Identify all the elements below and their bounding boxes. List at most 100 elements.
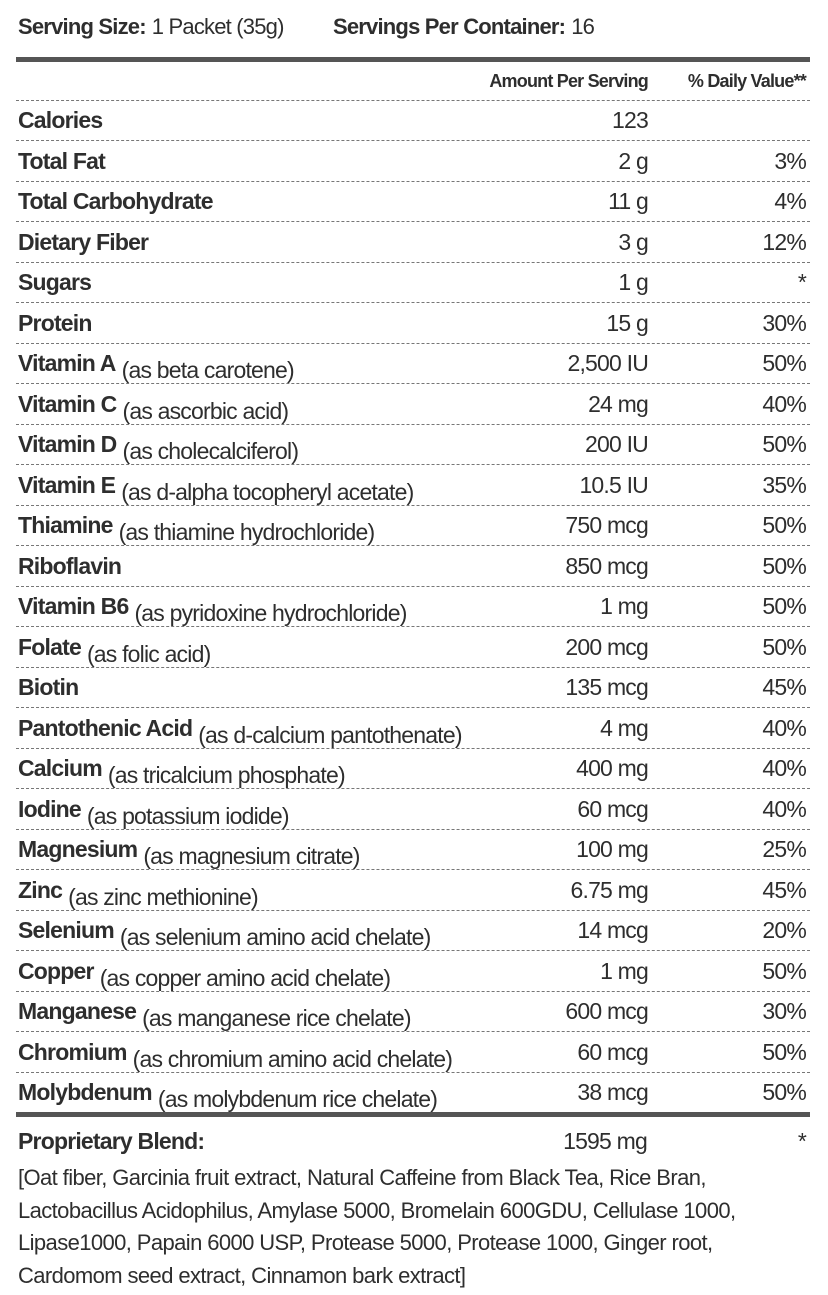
nutrient-cell: Vitamin B6 (as pyridoxine hydrochloride)	[18, 593, 407, 626]
nutrient-row: Magnesium (as magnesium citrate) 100 mg 25%	[16, 829, 810, 870]
amount: 850 mcg	[565, 552, 648, 579]
nutrient-name: Calories	[18, 107, 103, 133]
nutrient-cell: Selenium (as selenium amino acid chelate)	[18, 917, 431, 950]
nutrient-name: Biotin	[18, 674, 79, 700]
daily-value: 50%	[762, 552, 806, 579]
daily-value: 50%	[762, 1038, 806, 1065]
amount: 10.5 IU	[579, 471, 648, 498]
amount: 6.75 mg	[570, 876, 648, 903]
nutrient-name: Zinc	[18, 876, 63, 903]
servings: 16	[571, 14, 595, 39]
amount: 38 mcg	[577, 1079, 648, 1105]
amount: 60 mcg	[577, 795, 648, 822]
nutrient-cell: Protein	[18, 310, 92, 337]
daily-value: 35%	[762, 471, 806, 498]
nutrient-name: Manganese	[18, 998, 137, 1024]
nutrient-source: (as cholecalciferol)	[122, 438, 299, 464]
amount: 4 mg	[600, 714, 649, 741]
amount: 200 mcg	[565, 633, 648, 660]
amount-header: Amount Per Serving	[489, 71, 648, 91]
nutrient-source: (as beta carotene)	[121, 357, 295, 383]
nutrient-row: Biotin 135 mcg 45%	[16, 667, 810, 708]
nutrient-name: Folate	[18, 633, 82, 660]
daily-value: 50%	[762, 633, 806, 660]
amount: 3 g	[618, 228, 648, 255]
amount: 1 mg	[600, 593, 649, 619]
nutrient-name: Riboflavin	[18, 552, 122, 579]
nutrient-name: Total Carbohydrate	[18, 188, 214, 214]
daily-value: 30%	[762, 998, 806, 1024]
nutrient-name: Pantothenic Acid	[18, 714, 193, 741]
daily-value: 20%	[762, 917, 806, 943]
nutrient-name: Total Fat	[18, 147, 106, 174]
nutrient-row: Vitamin D (as cholecalciferol) 200 IU 50%	[16, 424, 810, 465]
nutrient-source: (as thiamine hydrochloride)	[118, 519, 376, 545]
amount: 600 mcg	[565, 998, 648, 1024]
nutrient-cell: Total Carbohydrate	[18, 188, 214, 215]
nutrient-source: (as pyridoxine hydrochloride)	[134, 600, 407, 626]
nutrient-row: Chromium (as chromium amino acid chelate)…	[16, 1032, 810, 1073]
nutrient-row: Selenium (as selenium amino acid chelate)…	[16, 910, 810, 951]
daily-value: 40%	[762, 390, 806, 417]
nutrient-source: (as selenium amino acid chelate)	[119, 924, 431, 950]
nutrient-cell: Riboflavin	[18, 552, 122, 580]
daily-value: 50%	[762, 1079, 806, 1105]
daily-value: 3%	[774, 147, 806, 174]
amount: 400 mg	[576, 755, 649, 781]
nutrient-cell: Sugars	[18, 269, 92, 296]
nutrient-name: Thiamine	[18, 512, 113, 538]
nutrient-row: Dietary Fiber 3 g 12%	[16, 222, 810, 263]
nutrient-source: (as folic acid)	[86, 640, 211, 667]
nutrient-name: Vitamin D	[18, 431, 117, 457]
amount: 11 g	[608, 188, 649, 214]
blend-dv: *	[797, 1128, 807, 1154]
serving-size: 1 Packet (35g)	[151, 14, 285, 39]
serving-info: Serving Size: 1 Packet (35g) Servings Per…	[18, 14, 595, 40]
daily-value: 30%	[762, 309, 806, 336]
nutrient-name: Selenium	[18, 917, 115, 943]
nutrient-name: Magnesium	[18, 836, 138, 862]
amount: 135 mcg	[565, 674, 648, 700]
nutrient-cell: Dietary Fiber	[18, 229, 149, 256]
amount: 200 IU	[585, 431, 649, 457]
nutrient-row: Folate (as folic acid) 200 mcg 50%	[16, 627, 810, 668]
nutrient-row: Riboflavin 850 mcg 50%	[16, 546, 810, 587]
nutrient-name: Protein	[18, 309, 92, 336]
nutrient-row: Sugars 1 g *	[16, 262, 810, 303]
daily-value: 50%	[762, 957, 806, 984]
nutrient-source: (as ascorbic acid)	[122, 397, 289, 424]
nutrient-name: Calcium	[18, 755, 103, 781]
nutrient-cell: Vitamin E (as d-alpha tocopheryl acetate)	[18, 472, 414, 505]
nutrient-source: (as tricalcium phosphate)	[107, 762, 346, 788]
nutrient-cell: Molybdenum (as molybdenum rice chelate)	[18, 1079, 438, 1112]
nutrient-row: Iodine (as potassium iodide) 60 mcg 40%	[16, 789, 810, 830]
blend-row: Proprietary Blend: 1595 mg *	[18, 1128, 808, 1155]
daily-value: 12%	[762, 228, 806, 255]
amount: 60 mcg	[577, 1038, 648, 1065]
nutrient-cell: Total Fat	[18, 147, 106, 175]
amount: 100 mg	[576, 836, 649, 862]
blend-ingredients: [Oat fiber, Garcinia fruit extract, Natu…	[18, 1165, 736, 1288]
nutrient-cell: Copper (as copper amino acid chelate)	[18, 958, 391, 991]
nutrient-cell: Calcium (as tricalcium phosphate)	[18, 755, 346, 788]
nutrient-row: Copper (as copper amino acid chelate) 1 mg…	[16, 951, 810, 992]
daily-value: 40%	[762, 795, 806, 822]
amount: 2 g	[618, 147, 648, 174]
amount: 123	[612, 107, 649, 133]
nutrient-row: Zinc (as zinc methionine) 6.75 mg 45%	[16, 870, 810, 911]
nutrient-row: Manganese (as manganese rice chelate) 600 …	[16, 991, 810, 1032]
nutrient-row: Calories 123	[16, 100, 810, 141]
amount: 15 g	[606, 309, 648, 336]
nutrient-cell: Calories	[18, 107, 103, 134]
nutrient-cell: Pantothenic Acid (as d-calcium pantothena…	[18, 714, 463, 748]
nutrient-source: (as zinc methionine)	[68, 883, 259, 910]
divider	[16, 57, 810, 62]
nutrient-cell: Vitamin A (as beta carotene)	[18, 350, 295, 383]
nutrient-source: (as magnesium citrate)	[143, 843, 360, 869]
servings-label: Servings Per Container:	[332, 14, 566, 39]
nutrient-source: (as d-calcium pantothenate)	[198, 721, 462, 748]
nutrient-name: Sugars	[18, 269, 92, 295]
nutrient-row: Vitamin E (as d-alpha tocopheryl acetate)…	[16, 465, 810, 506]
nutrient-row: Calcium (as tricalcium phosphate) 400 mg 40…	[16, 748, 810, 789]
